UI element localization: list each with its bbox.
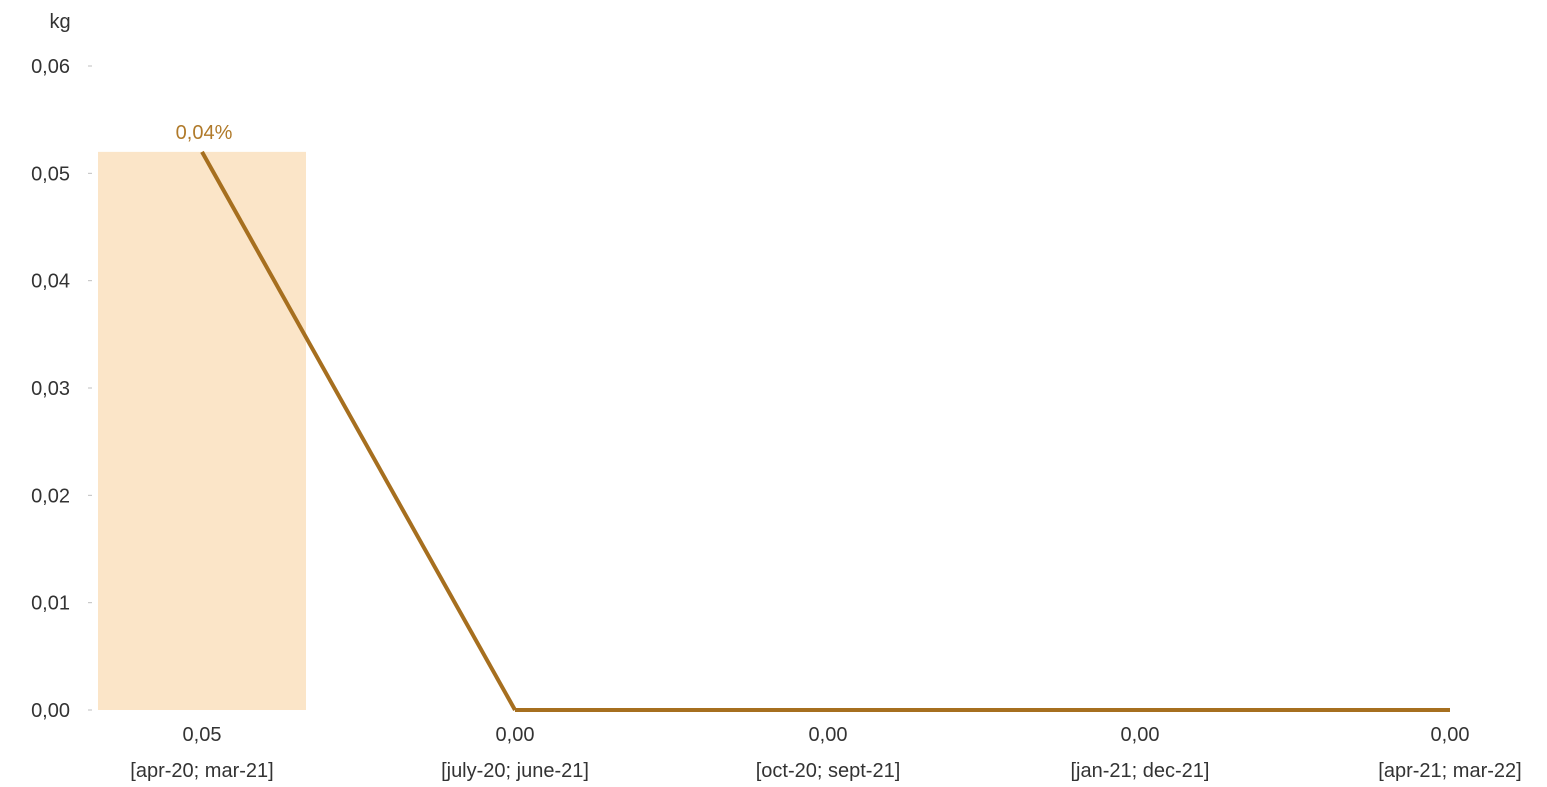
series-segment [200,150,517,711]
x-category-value-label: 0,00 [1431,724,1470,746]
x-category-period-label: [july-20; june-21] [441,760,589,782]
highlight-layer [98,151,306,710]
y-tick-label: 0,03 [31,378,70,400]
x-category-period-label: [apr-21; mar-22] [1378,760,1521,782]
y-tick-label: 0,06 [31,56,70,78]
series-layer [200,150,1450,712]
y-axis-unit-label: kg [49,11,70,33]
x-category-value-label: 0,00 [809,724,848,746]
highlight-band [98,151,306,710]
y-tick-label: 0,00 [31,700,70,722]
x-category-period-label: [apr-20; mar-21] [130,760,273,782]
x-tick-labels: 0,05 [apr-20; mar-21] 0,00 [july-20; june-2… [130,724,1521,782]
data-annotation-label: 0,04% [176,122,233,144]
y-tick-label: 0,05 [31,163,70,185]
y-tick-label: 0,01 [31,593,70,615]
y-ticks: 0,00 0,01 0,02 0,03 0,04 0,05 0,06 [31,56,92,722]
y-tick-label: 0,02 [31,485,70,507]
annotations: 0,04% [176,122,233,144]
y-tick-label: 0,04 [31,271,70,293]
x-category-period-label: [jan-21; dec-21] [1071,760,1210,782]
y-axis: kg [49,11,70,33]
x-category-period-label: [oct-20; sept-21] [756,760,901,782]
x-category-value-label: 0,00 [496,724,535,746]
x-category-value-label: 0,05 [183,724,222,746]
x-category-value-label: 0,00 [1121,724,1160,746]
